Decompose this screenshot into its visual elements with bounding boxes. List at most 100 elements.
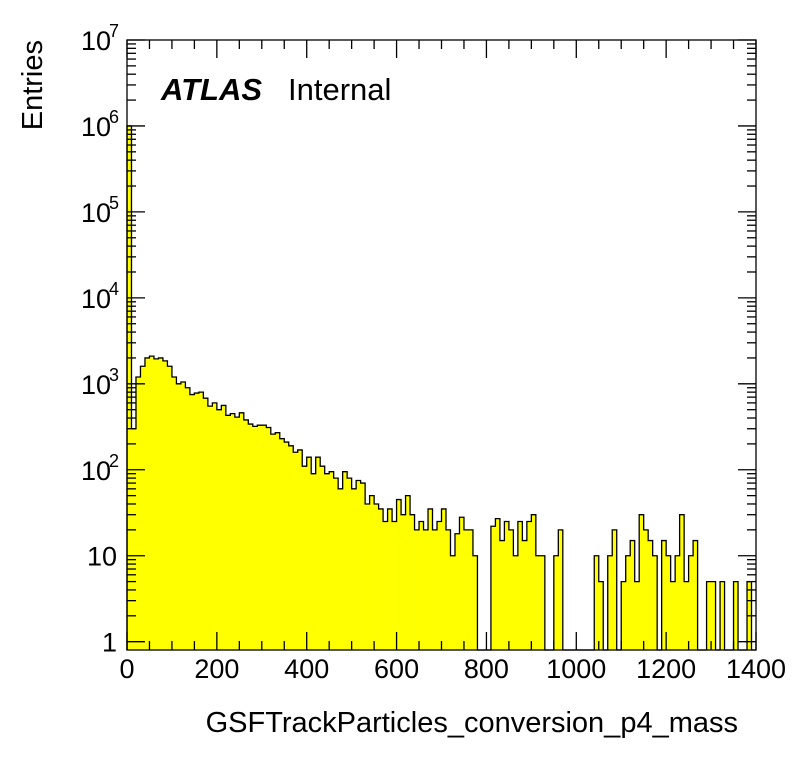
histogram-bar — [423, 529, 429, 650]
histogram-bar — [463, 529, 469, 650]
histogram-bar — [432, 529, 438, 650]
histogram-bar — [499, 540, 505, 650]
histogram-bar — [387, 508, 393, 650]
histogram-bar — [517, 521, 523, 650]
y-tick-label: 10 — [81, 112, 111, 142]
histogram-bar — [297, 449, 303, 650]
histogram-bar — [383, 521, 388, 650]
histogram-bar — [369, 495, 375, 650]
x-tick-label: 400 — [284, 654, 329, 684]
histogram-bar — [288, 445, 294, 650]
internal-label: Internal — [288, 72, 391, 107]
histogram-bar — [513, 555, 519, 650]
histogram-bar — [508, 529, 514, 650]
histogram-bar — [230, 413, 236, 650]
histogram-bar — [598, 581, 604, 650]
histogram-bar — [153, 358, 159, 650]
y-tick-label: 10 — [81, 26, 111, 56]
histogram-bar — [405, 495, 411, 650]
histogram-bar — [648, 540, 653, 650]
histogram-bar — [257, 425, 263, 650]
histogram-bar — [284, 442, 290, 650]
histogram-bar — [342, 471, 348, 650]
histogram-bar — [490, 526, 496, 650]
histogram-bar — [306, 457, 312, 650]
atlas-label: ATLAS — [160, 72, 262, 107]
histogram-bar — [688, 555, 694, 650]
y-tick-label: 10 — [81, 370, 111, 400]
histogram-bar — [252, 426, 258, 650]
histogram-bar — [176, 383, 182, 650]
histogram-bar — [441, 508, 447, 650]
histogram-bar — [275, 432, 281, 650]
histogram-bar — [666, 555, 671, 650]
y-tick-exponent: 3 — [109, 365, 119, 385]
histogram-bar — [437, 521, 442, 650]
histogram-bar — [243, 419, 249, 650]
histogram-bar — [135, 377, 141, 650]
histogram-bar — [495, 518, 501, 650]
histogram-bar — [553, 555, 559, 650]
histogram-bar — [374, 503, 379, 650]
histogram-bar — [221, 405, 227, 650]
histogram-bar — [612, 529, 618, 650]
histogram-bar — [293, 452, 299, 650]
histogram-bar — [720, 581, 725, 650]
histogram-bar — [711, 581, 716, 650]
histogram-bar — [311, 473, 316, 650]
histogram-bar — [320, 466, 325, 650]
x-tick-label: 1000 — [546, 654, 606, 684]
histogram-bar — [531, 514, 537, 650]
histogram-bar — [634, 581, 640, 650]
y-tick-exponent: 6 — [109, 107, 119, 127]
histogram-bar — [522, 540, 528, 650]
axis-ticks — [126, 39, 757, 650]
histogram-bar — [333, 478, 339, 650]
x-tick-labels: 0 200 400 600 800 1000 1200 1400 — [119, 654, 786, 684]
histogram-bar — [670, 581, 676, 650]
histogram-bar — [621, 581, 627, 650]
y-tick-exponent: 5 — [109, 193, 119, 213]
histogram-bar — [365, 503, 370, 650]
histogram-bar — [171, 377, 177, 650]
x-tick-label: 1400 — [726, 654, 786, 684]
histogram-bar — [144, 357, 150, 650]
x-tick-label: 0 — [119, 654, 134, 684]
histogram-bar — [468, 529, 474, 650]
y-tick-exponent: 4 — [109, 279, 119, 299]
histogram-bar — [607, 555, 613, 650]
histogram-bar — [410, 514, 415, 650]
histogram-bar — [279, 438, 285, 650]
histogram-bar — [693, 540, 698, 650]
histogram-bar — [675, 555, 680, 650]
histogram-bar — [149, 356, 155, 650]
histogram-bar — [198, 392, 204, 650]
x-tick-label: 1200 — [636, 654, 696, 684]
histogram-bar — [234, 417, 240, 650]
histogram-bar — [189, 394, 195, 650]
histogram-bar — [639, 514, 644, 650]
histogram-bar — [733, 581, 739, 650]
histogram-bar — [239, 412, 245, 650]
y-tick-label: 10 — [87, 542, 117, 572]
histogram-bar — [558, 529, 564, 650]
histogram-bar — [185, 387, 191, 650]
y-tick-label: 10 — [81, 198, 111, 228]
histogram-bar — [270, 434, 276, 650]
y-tick-label: 1 — [102, 628, 117, 658]
x-tick-label: 800 — [464, 654, 509, 684]
histogram-bar — [347, 478, 352, 650]
histogram-bar — [131, 428, 137, 650]
histogram-bar — [324, 473, 330, 650]
histogram-bar — [401, 514, 406, 650]
histogram-bar — [459, 517, 465, 650]
histogram-bar — [679, 514, 685, 650]
histogram-bar — [535, 555, 541, 650]
histogram-bar — [661, 540, 667, 650]
y-tick-exponent: 2 — [109, 451, 119, 471]
histogram-bar — [378, 508, 384, 650]
histogram-bar — [625, 555, 631, 650]
histogram-bar — [162, 360, 168, 650]
